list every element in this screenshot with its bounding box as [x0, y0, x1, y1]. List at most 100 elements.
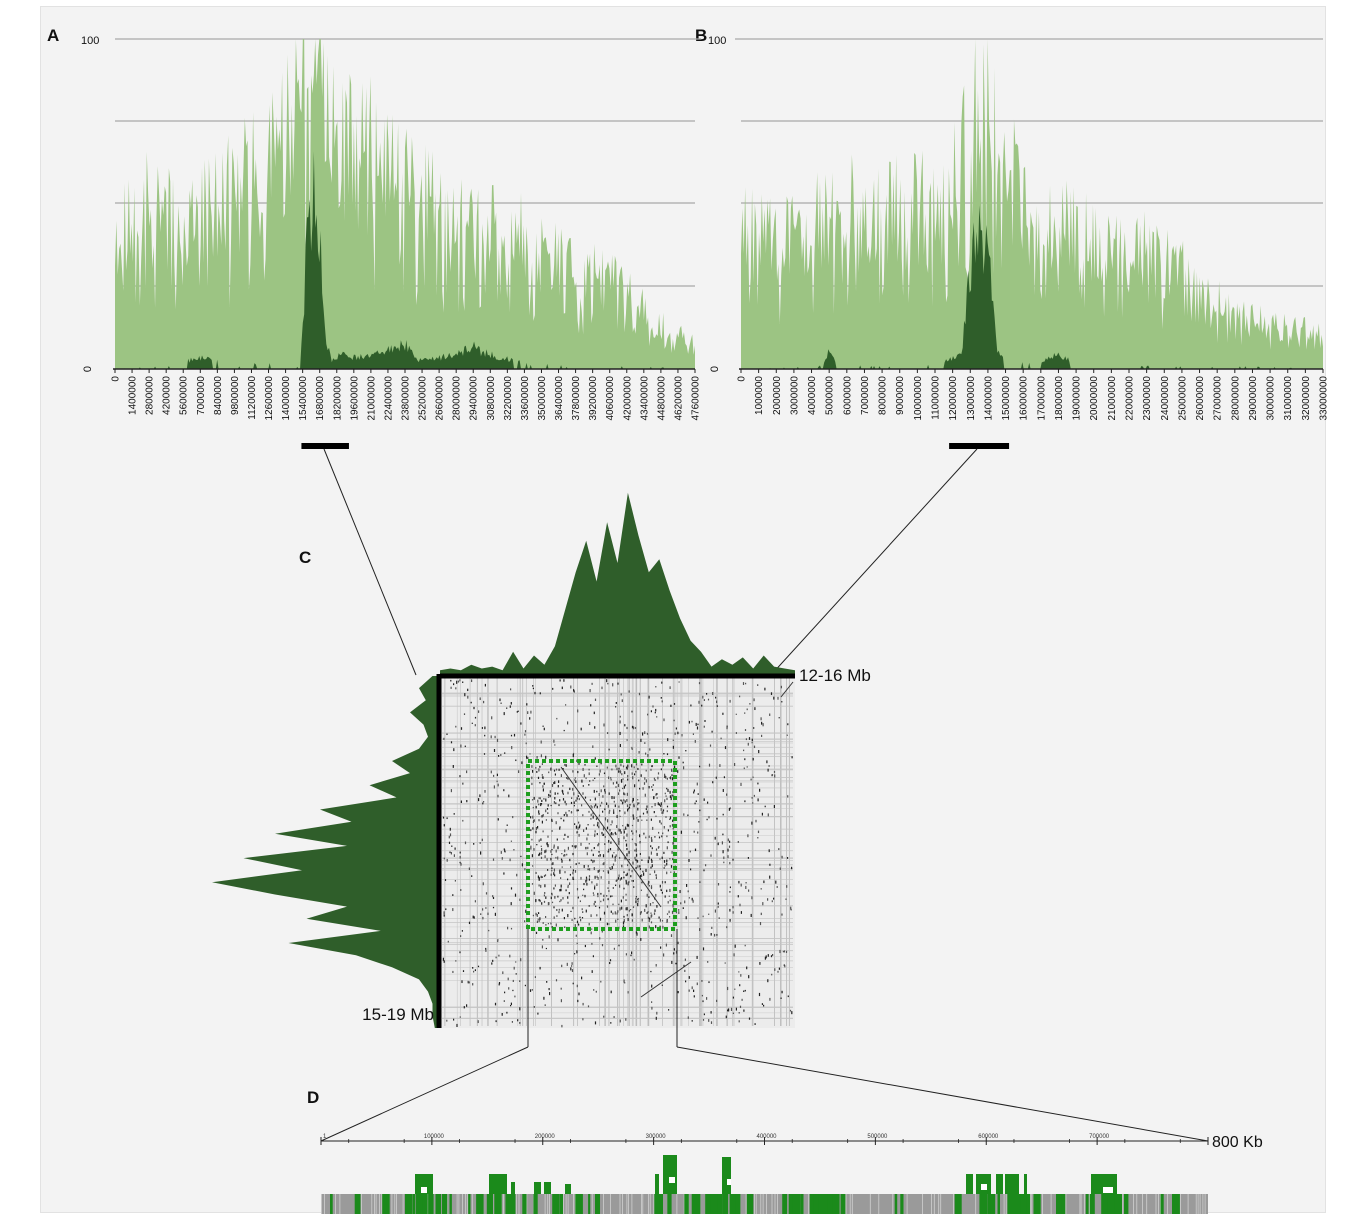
panel-c-dot — [556, 909, 558, 911]
panel-c-dot — [509, 954, 511, 958]
panel-c-dot — [631, 746, 633, 750]
panel-c-dot — [677, 991, 679, 994]
panel-c-dot — [686, 884, 688, 887]
panel-d-feature — [1172, 1194, 1180, 1214]
panel-c-dot — [466, 770, 468, 774]
panel-c-dot — [639, 868, 641, 870]
panel-c-dot — [574, 779, 576, 781]
panel-d-scale-ticks: 1 100000 200000 300000 400000 500000 600000 700… — [320, 1134, 1209, 1145]
panel-c-dot — [658, 831, 660, 834]
panel-c-dot — [538, 839, 540, 842]
panel-d-feature — [792, 1194, 801, 1214]
panel-c-dot — [762, 723, 764, 727]
panel-c-dot — [673, 871, 675, 875]
panel-c-dot — [640, 738, 642, 742]
panel-c-dot — [609, 809, 611, 812]
panel-c-dot — [684, 958, 686, 961]
panel-c-dot — [591, 682, 593, 685]
panel-c-dot — [611, 854, 614, 858]
panel-c-dot — [626, 833, 628, 837]
panel-c-dot — [706, 997, 708, 1000]
panel-c-dot — [553, 868, 555, 872]
panel-c-dot — [541, 820, 543, 824]
panel-c-dot — [634, 773, 636, 776]
panel-c-dot — [710, 1021, 713, 1024]
panel-c-dot — [570, 910, 572, 913]
panel-c-dot — [637, 897, 640, 900]
panel-c-dot — [624, 800, 626, 803]
panel-c-dot — [553, 906, 555, 909]
panel-a-x-tick-label: 12600000 — [264, 376, 275, 421]
panel-c-dot — [619, 878, 621, 881]
panel-c-dot — [593, 805, 596, 808]
panel-c-dot — [598, 869, 600, 872]
panel-c-dot — [590, 818, 592, 820]
panel-c-dot — [602, 898, 605, 902]
panel-c-dot — [477, 1020, 479, 1024]
panel-c-dot — [706, 818, 708, 821]
panel-c-dot — [543, 782, 545, 785]
panel-b-x-tick-label: 13000000 — [966, 376, 977, 421]
panel-a-x-tick-label: 2800000 — [145, 376, 156, 415]
panel-c-dot — [612, 683, 614, 687]
panel-c-dot — [575, 863, 577, 866]
panel-d-stacked-feature — [1005, 1174, 1019, 1194]
panel-c-dot — [452, 908, 454, 912]
panel-c-dot — [609, 962, 611, 965]
panel-c-dot — [626, 799, 628, 802]
panel-d-stacked-feature — [1024, 1174, 1027, 1194]
panel-c-dot — [599, 854, 601, 857]
panel-c-dot — [573, 801, 575, 805]
panel-c-dot — [752, 757, 754, 761]
panel-c-dot — [607, 819, 609, 823]
panel-d-gray-tick — [1195, 1194, 1197, 1214]
panel-b-y-tick-0: 0 — [709, 366, 721, 372]
panel-c-dot — [551, 849, 553, 851]
panel-c-dot — [644, 777, 646, 780]
panel-d-gray-tick — [648, 1194, 649, 1214]
panel-c-dot — [463, 1006, 465, 1009]
panel-c-dot — [537, 826, 539, 829]
panel-c-dot — [648, 880, 650, 884]
panel-c-dot — [572, 876, 574, 880]
panel-c-dot — [576, 920, 579, 924]
panel-c-dot — [671, 850, 673, 854]
panel-d-gray-tick — [381, 1194, 383, 1214]
panel-c-dot — [462, 819, 464, 822]
panel-c-dot — [574, 823, 576, 825]
panel-c-dot — [653, 777, 655, 780]
panel-c-dot — [576, 888, 579, 891]
panel-c-dot — [594, 886, 596, 890]
panel-c-dot — [507, 926, 509, 930]
panel-c-dot — [653, 796, 655, 800]
panel-c-dot — [724, 962, 726, 964]
panel-c-dot — [459, 855, 461, 859]
panel-c-dot — [708, 816, 710, 819]
panel-c-dot — [614, 911, 616, 915]
panel-c-dot — [512, 989, 514, 992]
panel-c-dot — [606, 802, 608, 805]
panel-c-dot — [543, 727, 545, 731]
panel-c-dot — [703, 1013, 705, 1016]
panel-d-feature — [697, 1194, 701, 1214]
panel-c-dot — [460, 744, 462, 748]
panel-c-dot — [669, 816, 672, 820]
panel-c-dot — [622, 925, 625, 929]
panel-c-dot — [561, 964, 563, 968]
panel-c-dot — [618, 842, 620, 846]
panel-c-dot — [714, 909, 716, 913]
panel-c-dot — [553, 844, 555, 848]
panel-c-dot — [572, 770, 574, 773]
panel-c-dot — [502, 971, 504, 975]
panel-c-dot — [549, 790, 551, 794]
panel-c-dot — [787, 795, 789, 798]
panel-c-dot — [454, 880, 456, 882]
panel-c-dot — [640, 889, 642, 891]
panel-c-dot — [542, 725, 544, 727]
panel-b-x-tick-label: 27000000 — [1213, 376, 1224, 421]
panel-c-dot — [564, 800, 566, 804]
panel-c-dot — [545, 819, 547, 821]
panel-c-dot — [581, 976, 583, 980]
panel-c-dot — [727, 855, 729, 859]
panel-c-dot — [672, 842, 674, 845]
